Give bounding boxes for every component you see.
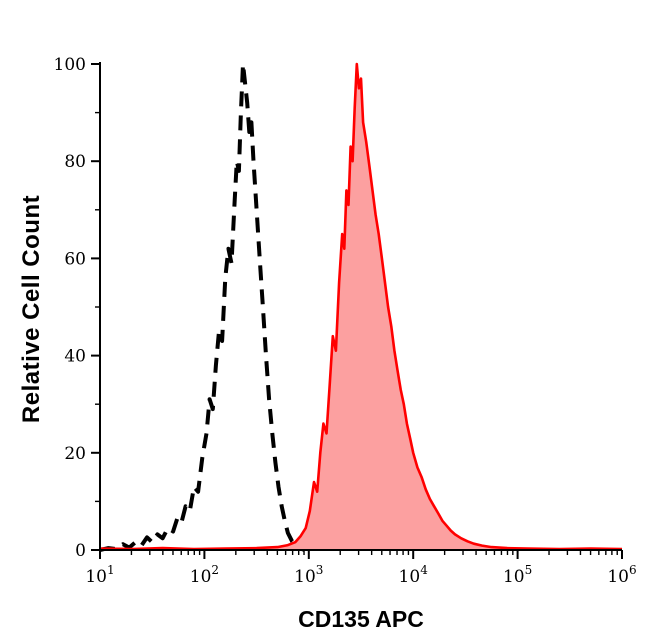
series-group — [99, 62, 623, 552]
x-tick-label: 106 — [607, 563, 636, 587]
y-tick-label: 20 — [64, 444, 86, 464]
y-tick-label: 40 — [64, 347, 86, 367]
x-tick-label: 101 — [85, 563, 114, 587]
y-tick-label: 0 — [75, 541, 86, 561]
x-tick-label: 104 — [399, 563, 429, 587]
series-line-cd135-apc-stained — [99, 62, 623, 551]
y-tick-label: 60 — [64, 249, 86, 269]
x-tick-label: 105 — [503, 563, 532, 587]
x-tick-label: 102 — [190, 563, 219, 587]
x-axis-label: CD135 APC — [298, 606, 424, 632]
y-tick-label: 80 — [64, 152, 86, 172]
series-fill-cd135-apc-stained — [100, 64, 622, 550]
axes-group: 101 102 103 104 105 106 0 20 40 60 80 100 — [54, 55, 637, 587]
x-tick-label: 103 — [294, 563, 323, 587]
series-line-unstained-control — [99, 62, 306, 552]
y-axis-label: Relative Cell Count — [18, 194, 45, 424]
y-tick-label: 100 — [54, 55, 86, 75]
